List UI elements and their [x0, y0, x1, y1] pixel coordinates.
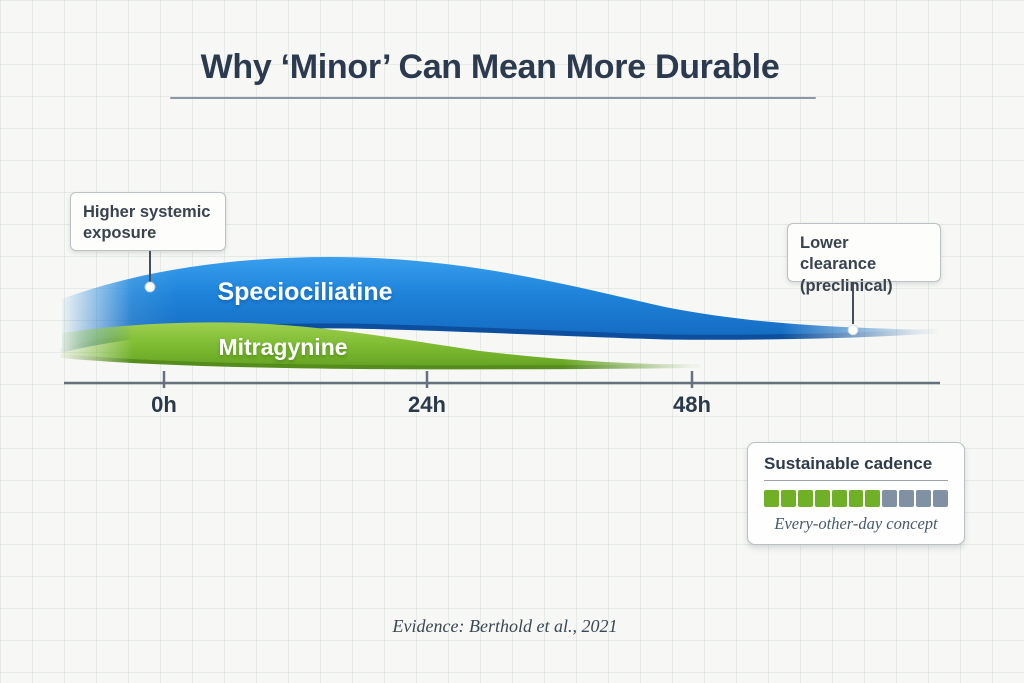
cadence-card: Sustainable cadence Every-other-day conc…: [747, 442, 965, 545]
cadence-square-inactive: [916, 490, 932, 507]
cadence-square-inactive: [882, 490, 898, 507]
callout-higher-exposure: Higher systemic exposure: [70, 192, 226, 251]
mitragynine-band-edge: [60, 354, 700, 370]
cadence-title: Sustainable cadence: [764, 454, 933, 473]
cadence-square-active: [764, 490, 779, 507]
title-underline: [170, 97, 816, 99]
clearance-marker-dot: [847, 324, 859, 336]
cadence-square-active: [865, 490, 881, 507]
cadence-divider: [764, 480, 948, 481]
cadence-square-inactive: [933, 490, 948, 507]
tick-label-0h: 0h: [151, 392, 177, 417]
cadence-square-active: [780, 490, 796, 507]
tick-label-24h: 24h: [408, 392, 446, 417]
evidence-citation: Evidence: Berthold et al., 2021: [392, 616, 618, 636]
exposure-marker-dot: [144, 281, 156, 293]
tick-label-48h: 48h: [673, 392, 711, 417]
cadence-square-active: [797, 490, 813, 507]
cadence-square-active: [831, 490, 847, 507]
mitragynine-band: [60, 322, 700, 370]
cadence-square-active: [814, 490, 830, 507]
speciociliatine-label: Speciociliatine: [217, 278, 393, 306]
cadence-square-active: [848, 490, 864, 507]
page-title: Why ‘Minor’ Can Mean More Durable: [200, 48, 780, 86]
cadence-square-inactive: [899, 490, 915, 507]
callout-lower-clearance: Lower clearance (preclinical): [787, 223, 941, 295]
mitragynine-label: Mitragynine: [218, 334, 348, 360]
cadence-squares: [764, 490, 948, 507]
cadence-caption: Every-other-day concept: [774, 514, 938, 533]
